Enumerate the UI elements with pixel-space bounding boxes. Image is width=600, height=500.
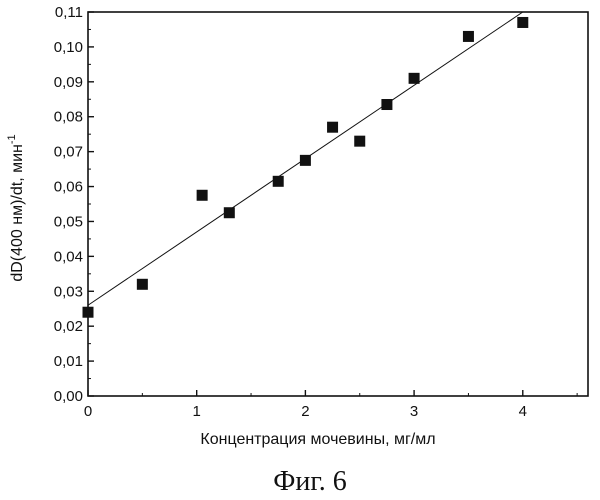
y-tick-label: 0,02	[54, 318, 83, 335]
y-tick-label: 0,03	[54, 283, 83, 300]
y-axis-title: dD(400 нм)/dt, мин-1	[6, 134, 26, 281]
x-axis-title: Концентрация мочевины, мг/мл	[200, 431, 435, 448]
data-point	[409, 73, 420, 84]
chart: 0 1 2 3 4 0,00 0,01 0,02 0,03 0,04 0,05 0,06 0,07 0,0…	[0, 0, 600, 500]
data-point	[224, 207, 235, 218]
figure-caption: Фиг. 6	[273, 466, 346, 497]
data-point	[83, 307, 94, 318]
y-axis-title-superscript: -1	[6, 134, 18, 144]
x-tick-label: 0	[84, 403, 92, 420]
y-tick-label: 0,05	[54, 213, 83, 230]
data-point	[463, 31, 474, 42]
data-point	[273, 176, 284, 187]
data-point	[137, 279, 148, 290]
x-tick-label: 4	[519, 403, 527, 420]
y-axis-title-main: dD(400 нм)/dt, мин	[9, 144, 26, 282]
data-point	[381, 99, 392, 110]
data-point	[300, 155, 311, 166]
y-tick-label: 0,11	[55, 4, 83, 21]
x-tick-label: 2	[301, 403, 309, 420]
x-tick-label: 3	[410, 403, 418, 420]
y-tick-label: 0,01	[54, 353, 83, 370]
data-point	[354, 136, 365, 147]
y-tick-label: 0,09	[54, 74, 83, 91]
data-point	[197, 190, 208, 201]
y-tick-label: 0,06	[54, 179, 83, 196]
y-tick-label: 0,10	[54, 39, 83, 56]
y-tick-label: 0,08	[54, 109, 83, 126]
data-point	[517, 17, 528, 28]
plot-frame	[88, 12, 588, 396]
y-tick-label: 0,07	[54, 144, 83, 161]
x-tick-label: 1	[193, 403, 201, 420]
data-point	[327, 122, 338, 133]
y-tick-label: 0,00	[54, 388, 83, 405]
y-tick-label: 0,04	[54, 248, 83, 265]
